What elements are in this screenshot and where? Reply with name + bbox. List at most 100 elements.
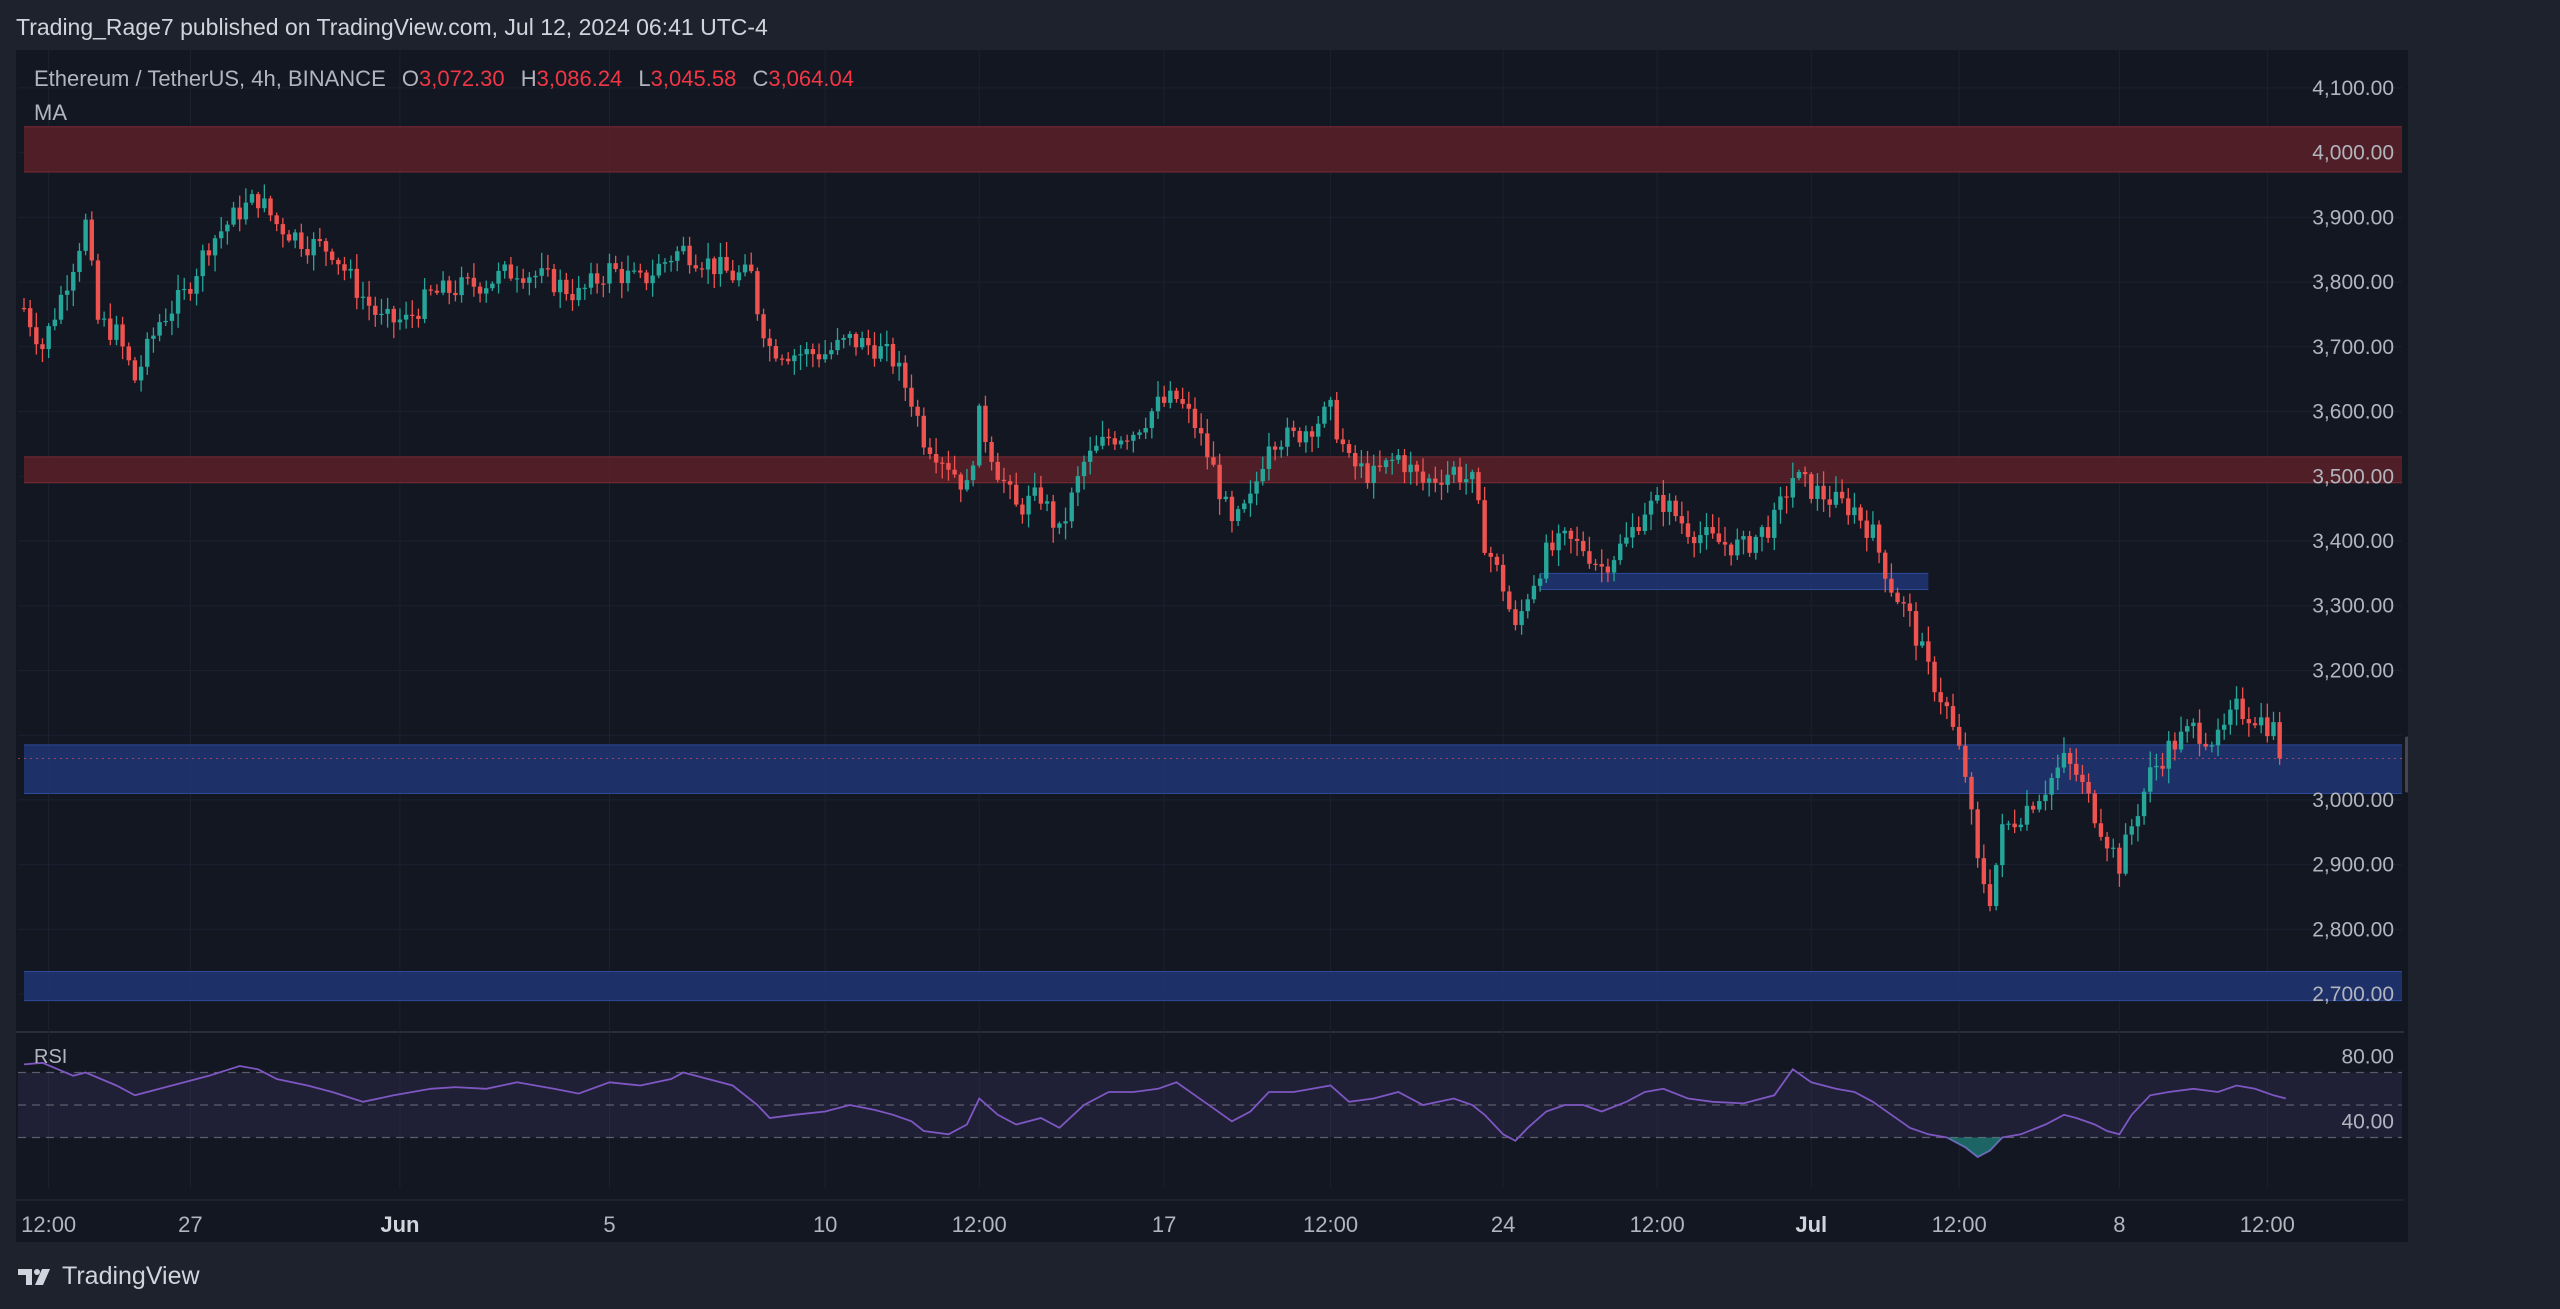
candle-body — [693, 265, 698, 269]
candle-body — [1784, 496, 1789, 498]
candle-body — [58, 294, 64, 320]
candle-body — [2178, 731, 2184, 750]
time-axis-label: Jul — [1795, 1212, 1827, 1237]
candle-body — [225, 224, 230, 232]
candle-body — [2086, 782, 2091, 794]
candle-body — [1192, 408, 1198, 429]
candle-body — [1544, 542, 1549, 579]
candle-body — [1198, 428, 1204, 434]
candle-body — [1981, 858, 1987, 885]
candle-body — [453, 292, 458, 296]
rsi-oversold-fill — [1946, 1137, 2003, 1157]
candle-body — [1007, 481, 1013, 485]
candle-body — [440, 280, 446, 293]
legend-low-value: 3,045.58 — [650, 66, 737, 91]
candle-body — [1901, 602, 1906, 604]
price-axis-label: 3,000.00 — [2312, 789, 2394, 812]
candle-body — [200, 250, 205, 277]
candle-body — [705, 258, 711, 270]
candle-body — [1463, 479, 1469, 483]
candle-body — [2148, 767, 2153, 792]
candle-body — [194, 276, 199, 294]
candle-body — [188, 288, 193, 294]
candle-body — [792, 355, 797, 362]
candle-body — [2080, 774, 2085, 783]
price-axis-label: 2,700.00 — [2312, 983, 2394, 1006]
candle-body — [1556, 533, 1561, 551]
candle-body — [1272, 446, 1278, 450]
legend-close-label: C — [752, 66, 769, 91]
candle-body — [1870, 524, 1876, 538]
tradingview-logo[interactable]: TradingView — [18, 1262, 200, 1291]
candle-body — [1944, 702, 1950, 707]
rsi-indicator-label[interactable]: RSI — [34, 1046, 68, 1068]
candle-body — [434, 290, 440, 293]
ma-indicator-label[interactable]: MA — [34, 100, 67, 125]
candle-body — [1913, 611, 1919, 646]
candle-body — [336, 259, 341, 265]
candle-body — [237, 207, 242, 220]
candle-body — [1605, 566, 1611, 573]
candle-body — [1846, 498, 1851, 516]
candle-body — [681, 245, 686, 252]
chart-frame[interactable]: 3,064.0401:18:164,100.004,000.003,900.00… — [16, 50, 2408, 1242]
candle-body — [594, 273, 600, 284]
candle-body — [631, 270, 637, 272]
candle-body — [1242, 503, 1247, 510]
candle-body — [1094, 445, 1099, 451]
candle-body — [2092, 793, 2097, 824]
price-axis-label: 3,800.00 — [2312, 271, 2394, 294]
candle-body — [2098, 823, 2104, 837]
candle-body — [1014, 484, 1019, 505]
candle-body — [132, 360, 138, 381]
candle-body — [872, 345, 877, 359]
candle-body — [1340, 439, 1346, 445]
candle-body — [1642, 514, 1648, 532]
tradingview-logo-icon — [18, 1268, 50, 1285]
candle-body — [1802, 471, 1808, 475]
candle-body — [1316, 423, 1321, 437]
candle-body — [1513, 609, 1518, 626]
candle-body — [403, 314, 409, 320]
candle-body — [1149, 411, 1155, 428]
candle-body — [1260, 468, 1265, 482]
candle-body — [1032, 487, 1037, 496]
candle-body — [933, 453, 939, 463]
candle-body — [816, 354, 822, 360]
candle-body — [360, 296, 366, 298]
candle-body — [557, 279, 563, 293]
legend-open-value: 3,072.30 — [419, 66, 505, 91]
candle-body — [1180, 399, 1185, 404]
candle-body — [373, 305, 378, 315]
candle-body — [847, 334, 853, 338]
candle-body — [77, 250, 82, 272]
candle-body — [428, 289, 433, 291]
candle-body — [163, 320, 168, 323]
candle-body — [1759, 527, 1765, 537]
candles-group — [21, 184, 2282, 912]
candle-body — [1772, 509, 1777, 538]
time-axis-label: 12:00 — [1932, 1212, 1987, 1237]
candle-body — [2111, 847, 2116, 849]
candle-body — [582, 287, 588, 289]
candle-body — [2197, 722, 2202, 744]
candle-body — [1353, 452, 1358, 467]
candle-body — [2271, 722, 2276, 737]
candle-body — [1161, 396, 1167, 403]
candle-body — [1753, 536, 1759, 553]
candle-body — [64, 290, 70, 295]
candle-body — [1328, 399, 1333, 407]
candle-body — [1987, 884, 1993, 907]
chart-legend[interactable]: Ethereum / TetherUS, 4h, BINANCE O3,072.… — [34, 66, 854, 92]
candle-body — [970, 465, 976, 481]
candle-body — [884, 343, 890, 347]
price-axis-label: 2,800.00 — [2312, 918, 2394, 941]
price-axis-label: 4,100.00 — [2312, 77, 2394, 100]
candle-body — [1285, 427, 1290, 447]
rsi-axis-label: 40.00 — [2341, 1110, 2394, 1133]
candle-body — [2215, 729, 2221, 746]
candle-body — [323, 241, 329, 252]
candle-body — [779, 358, 785, 360]
candle-body — [859, 338, 865, 348]
price-chart[interactable]: 3,064.0401:18:164,100.004,000.003,900.00… — [16, 50, 2408, 1242]
